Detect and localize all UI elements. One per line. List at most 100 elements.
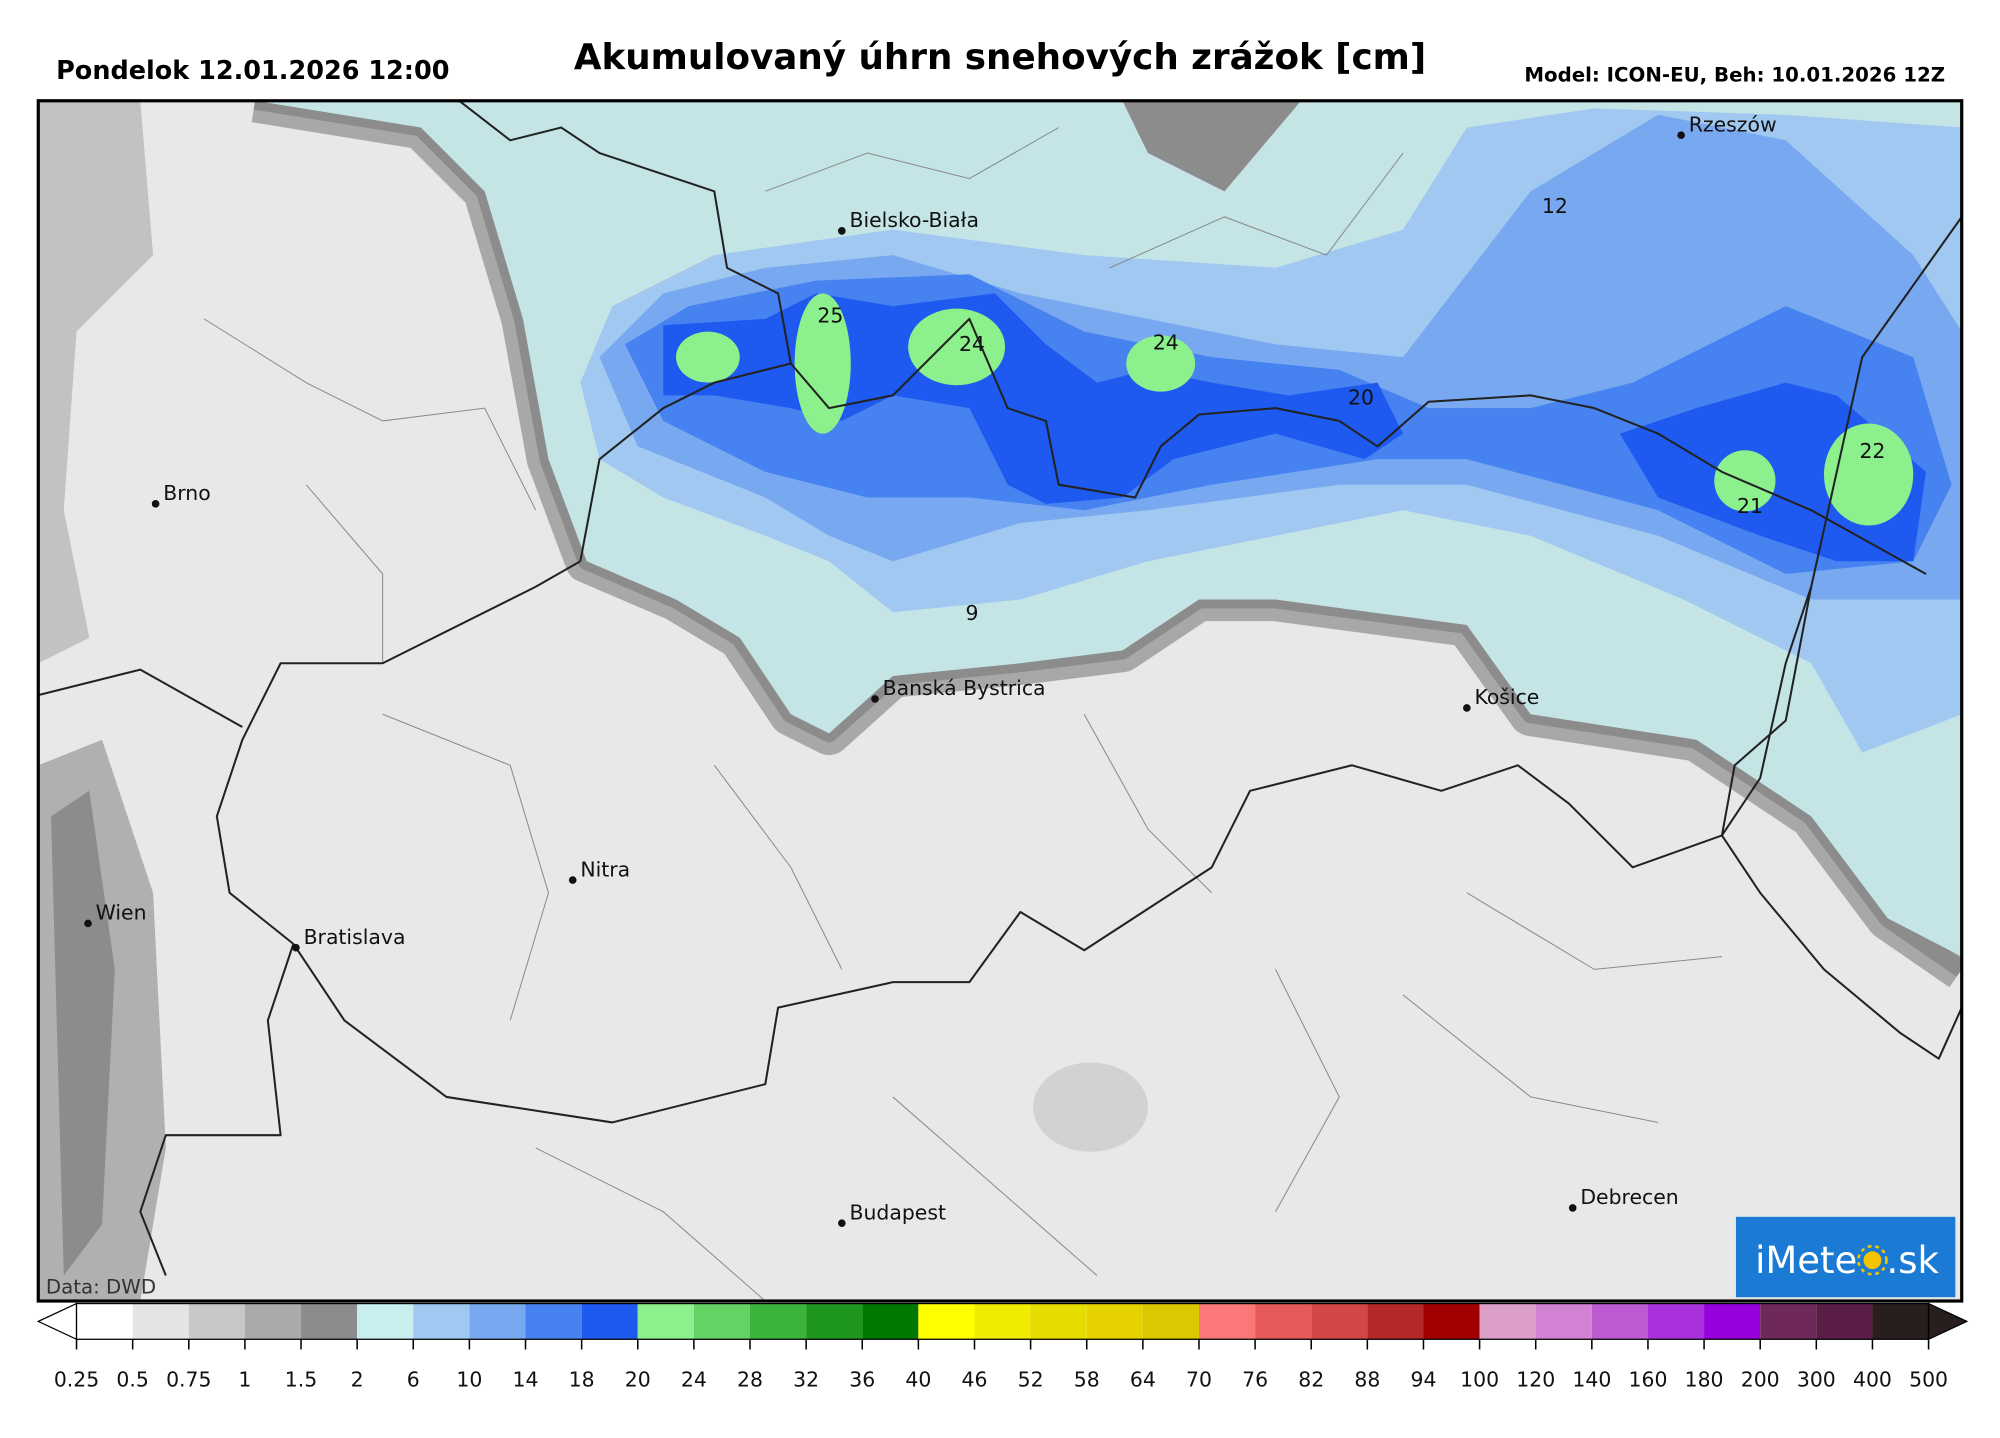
colorbar-tick-label: 40 — [905, 1367, 931, 1391]
colorbar-tick-label: 2 — [351, 1367, 364, 1391]
colorbar-tick-label: 46 — [962, 1367, 988, 1391]
map-value: 22 — [1859, 439, 1885, 463]
colorbar-tick-label: 88 — [1354, 1367, 1380, 1391]
colorbar-tick-label: 200 — [1741, 1367, 1780, 1391]
city-dot — [84, 919, 92, 928]
colorbar-tick-label: 10 — [456, 1367, 482, 1391]
color-box — [1760, 1303, 1817, 1340]
city-label: Nitra — [580, 857, 630, 881]
city-dot — [151, 499, 160, 508]
city-label: Debrecen — [1580, 1185, 1678, 1209]
color-box — [1872, 1303, 1929, 1340]
colorbar-tick-label: 18 — [569, 1367, 595, 1391]
map-value: 24 — [959, 332, 985, 356]
colorbar-tick-label: 76 — [1242, 1367, 1268, 1391]
city-dot — [1463, 704, 1471, 712]
city-label: Rzeszów — [1689, 112, 1777, 136]
color-box — [1030, 1303, 1087, 1340]
city-label: Bratislava — [304, 925, 406, 949]
color-box — [918, 1303, 975, 1340]
city-dot — [568, 876, 577, 884]
color-box — [357, 1303, 414, 1340]
color-box — [693, 1303, 751, 1340]
colorbar-tick-label: 100 — [1460, 1367, 1499, 1391]
colorbar-tick-label: 140 — [1572, 1367, 1611, 1391]
map-values: 12 25 24 24 20 22 21 9 — [817, 194, 1885, 625]
map — [38, 100, 1962, 1302]
data-credit: Data: DWD — [46, 1275, 156, 1298]
colorbar-frame — [75, 1302, 1930, 1340]
colorbar-arrow-left — [36, 1302, 78, 1341]
map-value: 24 — [1153, 330, 1179, 354]
colorbar-tick-label: 500 — [1909, 1367, 1948, 1391]
colorbar-tick-label: 36 — [849, 1367, 875, 1391]
model-info: Model: ICON-EU, Beh: 10.01.2026 12Z — [1524, 64, 1945, 87]
city-dot — [838, 227, 846, 235]
date: Pondelok 12.01.2026 12:00 — [56, 56, 449, 86]
map-value: 9 — [965, 601, 978, 625]
color-box — [806, 1303, 863, 1340]
color-box — [1198, 1303, 1256, 1340]
color-box — [188, 1303, 245, 1340]
city-label: Wien — [96, 901, 147, 925]
color-box — [1311, 1303, 1368, 1340]
logo-right: .sk — [1886, 1239, 1939, 1282]
colorbar-tick-label: 120 — [1516, 1367, 1555, 1391]
color-box — [1704, 1303, 1761, 1340]
colorbar-tick-label: 1.5 — [285, 1367, 317, 1391]
map-value: 25 — [817, 304, 843, 328]
colorbar-tick-label: 32 — [793, 1367, 819, 1391]
color-box — [1423, 1303, 1480, 1340]
map-frame — [36, 99, 1964, 1303]
colorbar-arrow-right — [1927, 1302, 1969, 1341]
colorbar-tick-label: 64 — [1130, 1367, 1156, 1391]
colorbar-tick-label: 58 — [1074, 1367, 1100, 1391]
colorbar-tick-label: 300 — [1797, 1367, 1836, 1391]
colorbar-tick-label: 28 — [737, 1367, 763, 1391]
logo-left: iMete — [1755, 1239, 1857, 1282]
colorbar: 0.25 0.5 0.75 1 1.5 2 6 10 14 18 20 24 28 32 36 40 46 52 5… — [36, 1302, 1969, 1391]
color-box — [1591, 1303, 1648, 1340]
map-value: 21 — [1737, 494, 1763, 518]
city-label: Brno — [163, 481, 210, 505]
colorbar-tick-label: 82 — [1298, 1367, 1324, 1391]
city-label: Banská Bystrica — [883, 676, 1046, 700]
color-box — [1816, 1303, 1873, 1340]
colorbar-tick-label: 0.75 — [166, 1367, 211, 1391]
color-box — [469, 1303, 526, 1340]
color-box — [581, 1303, 638, 1340]
city-labels: Rzeszów Bielsko-Biała Brno Banská Bystrica K… — [84, 112, 1777, 1228]
color-box — [244, 1303, 302, 1340]
colorbar-tick-label: 1 — [238, 1367, 251, 1391]
color-box — [1535, 1303, 1592, 1340]
city-label: Budapest — [849, 1200, 945, 1224]
map-value: 12 — [1542, 194, 1568, 218]
city-dot — [292, 943, 300, 952]
colorbar-tick-label: 24 — [681, 1367, 707, 1391]
color-box — [525, 1303, 582, 1340]
color-box — [974, 1303, 1031, 1340]
map-value: 20 — [1348, 385, 1374, 409]
colorbar-tick-label: 52 — [1018, 1367, 1044, 1391]
color-box — [1255, 1303, 1312, 1340]
color-box — [750, 1303, 807, 1340]
colorbar-tick-label: 14 — [513, 1367, 539, 1391]
color-box — [301, 1303, 358, 1340]
city-dot — [1568, 1204, 1577, 1212]
colorbar-tick-label: 0.5 — [116, 1367, 148, 1391]
city-dot — [871, 695, 879, 703]
color-box — [1142, 1303, 1199, 1340]
city-label: Bielsko-Biała — [849, 208, 979, 232]
colorbar-tick-label: 400 — [1853, 1367, 1892, 1391]
color-box — [637, 1303, 694, 1340]
colorbar-tick-label: 180 — [1685, 1367, 1724, 1391]
color-box — [132, 1303, 189, 1340]
colorbar-tick-label: 20 — [625, 1367, 651, 1391]
city-dot — [1677, 131, 1685, 140]
city-label: Košice — [1474, 685, 1539, 709]
color-box — [1647, 1303, 1705, 1340]
color-box — [1086, 1303, 1143, 1340]
color-box — [76, 1303, 133, 1340]
